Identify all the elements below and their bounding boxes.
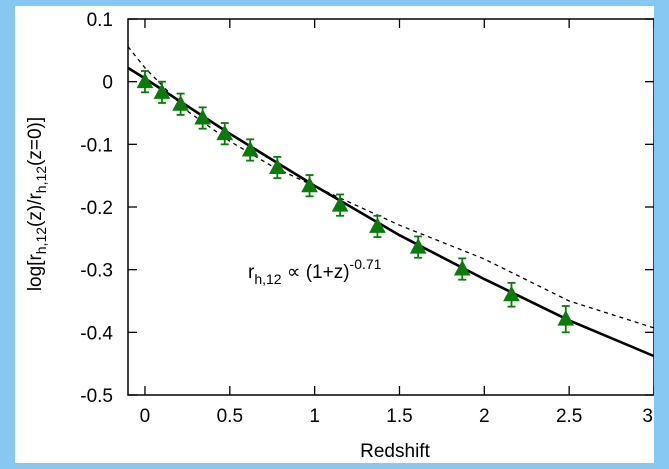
data-point-triangle <box>268 158 286 175</box>
y-tick-label: -0.1 <box>80 135 113 156</box>
annotation-base: r <box>248 262 255 283</box>
y-axis-label-suffix: (z=0)] <box>25 117 46 166</box>
annotation-exponent: -0.71 <box>350 256 382 272</box>
y-tick-label: -0.3 <box>80 261 113 282</box>
x-tick-label: 2.5 <box>556 406 582 427</box>
plot-border <box>127 18 654 396</box>
data-point-triangle <box>369 217 386 233</box>
x-tick-label: 1 <box>309 406 320 427</box>
y-tick-label: 0 <box>102 73 113 94</box>
plot-area <box>127 18 654 396</box>
data-point-triangle <box>453 259 471 276</box>
x-tick-label: 3 <box>642 406 653 427</box>
data-point-triangle <box>409 238 427 254</box>
points-layer <box>136 70 575 334</box>
y-tick-label: -0.2 <box>80 198 113 219</box>
x-tick-label: 2 <box>479 406 490 427</box>
y-tick-label: -0.4 <box>80 323 113 344</box>
y-axis-label: log[rh,12(z)/rh,12(z=0)] <box>25 117 49 291</box>
data-point-triangle <box>153 83 171 99</box>
data-point-triangle <box>331 196 349 212</box>
dashed-fit-curve <box>127 46 654 329</box>
data-point-triangle <box>136 72 154 89</box>
y-axis-label-mid: (z)/r <box>25 193 46 227</box>
y-tick-label: -0.5 <box>80 386 113 407</box>
x-tick-label: 0.5 <box>217 406 243 427</box>
data-point-triangle <box>216 124 234 141</box>
data-point-triangle <box>241 140 259 157</box>
ticks-layer: 0 0.5 1 1.5 2 2.5 3 0.1 0 -0.1 -0.2 -0.3 -0.4 -0.5 <box>80 10 654 427</box>
x-tick-label: 0 <box>140 406 151 427</box>
chart-svg: 0 0.5 1 1.5 2 2.5 3 0.1 0 -0.1 -0.2 -0.3 -0.4 -0.5 Re… <box>25 10 654 462</box>
data-point-triangle <box>301 176 318 193</box>
curves-layer <box>127 46 654 358</box>
data-point-triangle <box>194 108 211 125</box>
y-axis-label-sub1: h,12 <box>33 227 49 254</box>
x-axis-label: Redshift <box>360 441 430 462</box>
data-point-triangle <box>172 95 189 111</box>
y-axis-label-prefix: log[r <box>25 254 46 292</box>
y-tick-label: 0.1 <box>87 10 113 31</box>
chart-frame: 0 0.5 1 1.5 2 2.5 3 0.1 0 -0.1 -0.2 -0.3 -0.4 -0.5 Re… <box>15 6 654 463</box>
power-law-annotation: rh,12 ∝ (1+z)-0.71 <box>248 256 382 287</box>
x-tick-label: 1.5 <box>386 406 412 427</box>
data-point-triangle <box>503 285 520 302</box>
annotation-sub: h,12 <box>254 271 281 287</box>
solid-fit-curve <box>127 66 654 358</box>
annotation-relation: ∝ (1+z) <box>282 262 350 283</box>
y-axis-label-sub2: h,12 <box>33 166 49 193</box>
data-point-triangle <box>557 310 575 326</box>
